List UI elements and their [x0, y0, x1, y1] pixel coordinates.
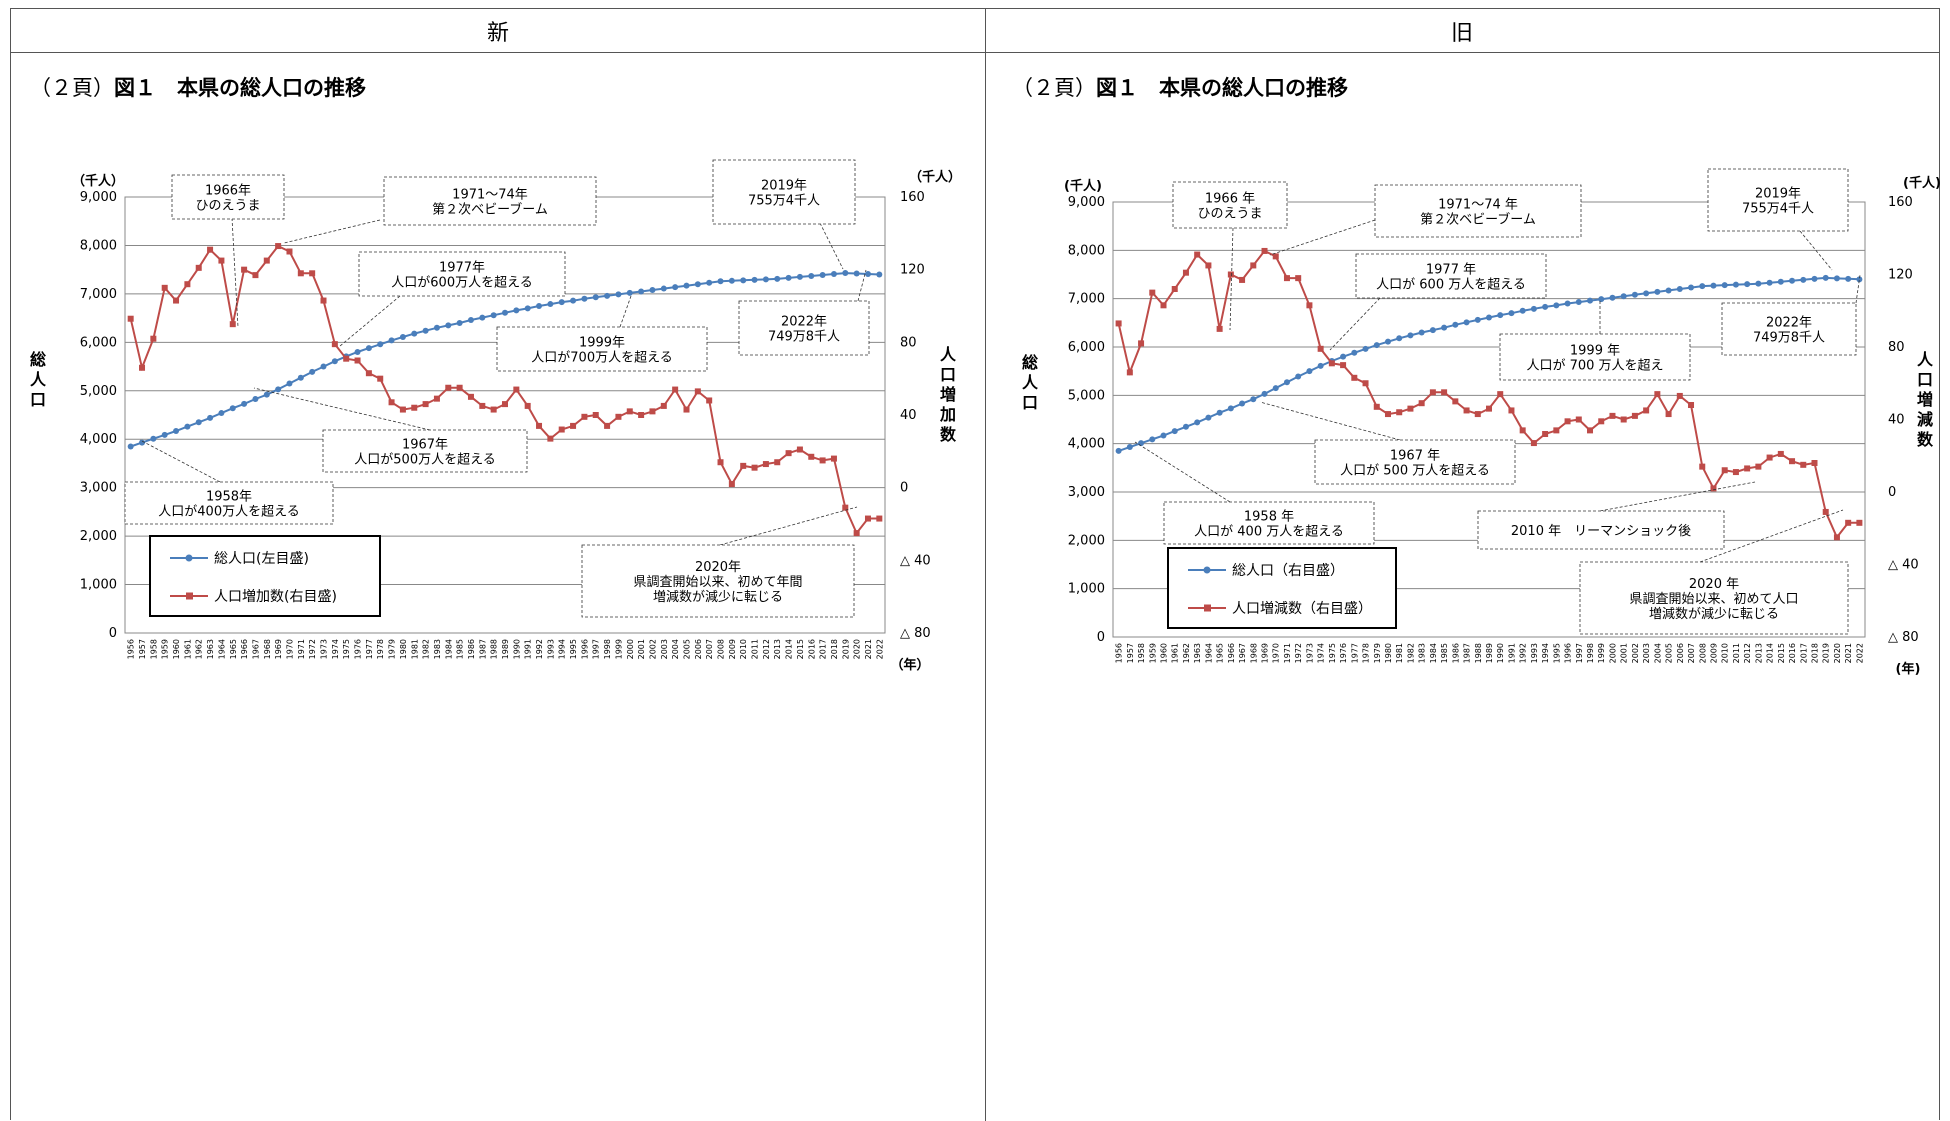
- page-ref: （２頁）: [30, 76, 114, 100]
- figure-caption: 図１ 本県の総人口の推移: [114, 76, 366, 100]
- page-ref: （２頁）: [1012, 76, 1096, 100]
- figure-title-old: （２頁）図１ 本県の総人口の推移: [1012, 72, 1348, 102]
- column-header-new: 新: [11, 9, 985, 53]
- header-old-label: 旧: [1450, 20, 1473, 46]
- column-divider: [985, 9, 986, 1121]
- column-header-old: 旧: [985, 9, 1939, 53]
- comparison-table: 新 旧: [10, 8, 1940, 1121]
- figure-caption: 図１ 本県の総人口の推移: [1096, 76, 1348, 100]
- header-new-label: 新: [486, 20, 509, 46]
- figure-title-new: （２頁）図１ 本県の総人口の推移: [30, 72, 366, 102]
